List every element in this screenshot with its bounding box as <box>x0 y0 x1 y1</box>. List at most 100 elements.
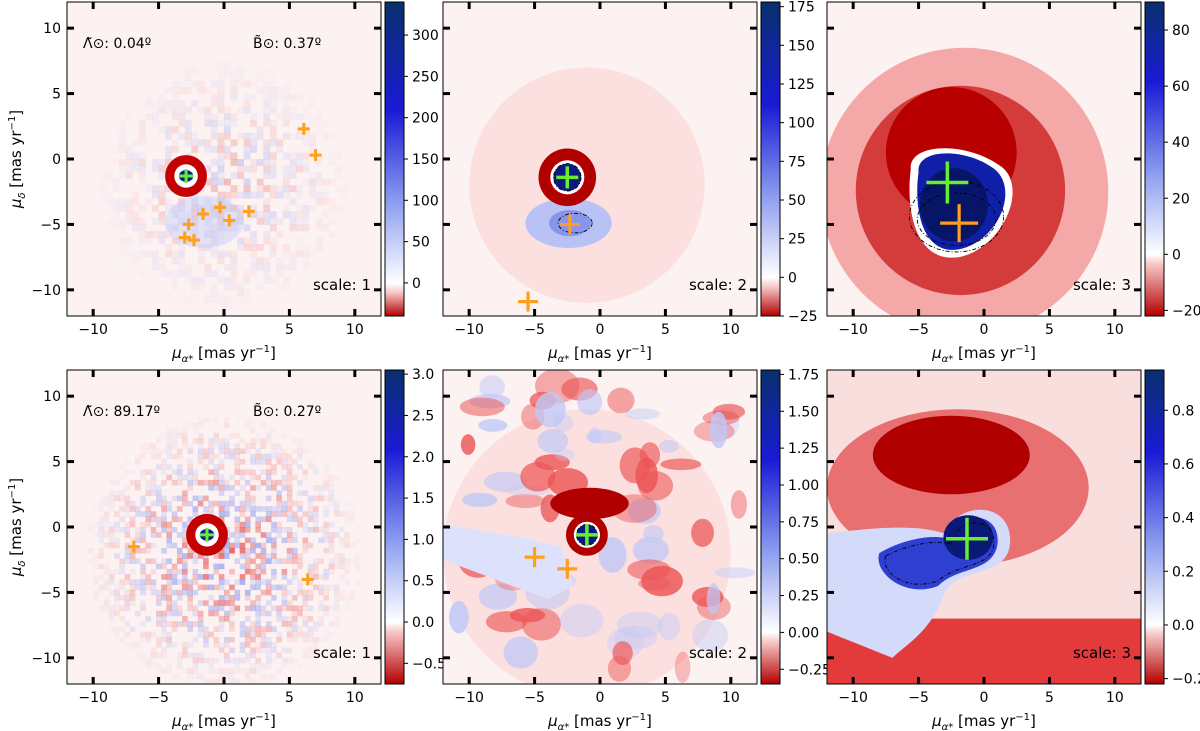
heatmap-cell <box>93 506 99 512</box>
heatmap-cell <box>231 81 238 88</box>
heatmap-cell <box>270 139 277 146</box>
heatmap-cell <box>211 113 218 120</box>
heatmap-cell <box>257 159 264 166</box>
heatmap-cell <box>214 642 220 648</box>
heatmap-cell <box>132 257 139 264</box>
heatmap-cell <box>208 595 214 601</box>
heatmap-cell <box>237 67 244 74</box>
heatmap-cell <box>219 449 225 455</box>
heatmap-cell <box>240 658 246 664</box>
panel-r1c3: −10 −5 0 5 10μα* [mas yr−1]scale: 3−20020406… <box>820 2 1200 365</box>
heatmap-cell <box>125 485 131 491</box>
heatmap-cell <box>187 595 193 601</box>
heatmap-cell <box>119 475 125 481</box>
heatmap-field <box>443 2 757 316</box>
heatmap-cell <box>224 126 231 133</box>
heatmap-cell <box>203 574 209 580</box>
heatmap-cell <box>276 113 283 120</box>
x-tick-label: 0 <box>220 690 229 706</box>
heatmap-cell <box>161 621 167 627</box>
heatmap-cell <box>297 663 303 669</box>
heatmap-cell <box>355 538 361 544</box>
heatmap-cell <box>203 564 209 570</box>
x-tick-label: −10 <box>78 322 108 338</box>
heatmap-cell <box>166 600 172 606</box>
heatmap-cell <box>344 600 350 606</box>
heatmap-blob <box>460 398 505 417</box>
heatmap-cell <box>276 506 282 512</box>
heatmap-cell <box>182 422 188 428</box>
heatmap-cell <box>303 595 309 601</box>
colorbar-tick-label: 0.0 <box>412 615 434 631</box>
heatmap-cell <box>182 569 188 575</box>
heatmap-cell <box>165 133 172 140</box>
heatmap-cell <box>250 485 256 491</box>
heatmap-cell <box>214 606 220 612</box>
heatmap-cell <box>245 449 251 455</box>
heatmap-cell <box>283 113 290 120</box>
heatmap-cell <box>198 139 205 146</box>
heatmap-cell <box>282 606 288 612</box>
heatmap-cell <box>235 459 241 465</box>
heatmap-cell <box>140 585 146 591</box>
heatmap-cell <box>146 490 152 496</box>
heatmap-cell <box>177 532 183 538</box>
heatmap-cell <box>244 100 251 107</box>
heatmap-blob <box>462 493 497 507</box>
colorbar-tick-label: 50 <box>788 193 806 209</box>
heatmap-cell <box>270 244 277 251</box>
heatmap-cell <box>161 501 167 507</box>
heatmap-cell <box>204 113 211 120</box>
heatmap-cell <box>229 600 235 606</box>
heatmap-cell <box>165 270 172 277</box>
heatmap-cell <box>257 133 264 140</box>
heatmap-cell <box>261 459 267 465</box>
heatmap-cell <box>266 480 272 486</box>
heatmap-cell <box>263 211 270 218</box>
heatmap-cell <box>266 538 272 544</box>
heatmap-cell <box>276 270 283 277</box>
heatmap-cell <box>193 480 199 486</box>
heatmap-cell <box>114 511 120 517</box>
heatmap-cell <box>193 438 199 444</box>
heatmap-cell <box>231 94 238 101</box>
heatmap-cell <box>350 543 356 549</box>
heatmap-cell <box>257 283 264 290</box>
heatmap-cell <box>287 501 293 507</box>
heatmap-cell <box>219 585 225 591</box>
y-tick-label: 5 <box>52 87 61 103</box>
heatmap-cell <box>106 146 113 153</box>
heatmap-cell <box>245 422 251 428</box>
positive-core <box>920 168 988 241</box>
heatmap-cell <box>166 532 172 538</box>
heatmap-cell <box>178 264 185 271</box>
heatmap-cell <box>283 179 290 186</box>
heatmap-cell <box>292 517 298 523</box>
heatmap-cell <box>177 553 183 559</box>
heatmap-cell <box>140 590 146 596</box>
heatmap-cell <box>283 94 290 101</box>
y-tick-label: −5 <box>40 585 61 601</box>
heatmap-blob <box>607 388 634 414</box>
y-tick-label: 0 <box>52 152 61 168</box>
heatmap-cell <box>287 527 293 533</box>
heatmap-cell <box>125 600 131 606</box>
heatmap-cell <box>283 172 290 179</box>
heatmap-cell <box>114 585 120 591</box>
heatmap-cell <box>152 257 159 264</box>
heatmap-cell <box>161 464 167 470</box>
heatmap-cell <box>140 538 146 544</box>
heatmap-cell <box>224 485 230 491</box>
heatmap-cell <box>244 277 251 284</box>
heatmap-cell <box>178 244 185 251</box>
y-tick-label: 5 <box>52 455 61 471</box>
heatmap-cell <box>276 454 282 460</box>
heatmap-cell <box>146 574 152 580</box>
heatmap-cell <box>303 224 310 231</box>
heatmap-cell <box>245 653 251 659</box>
heatmap-cell <box>156 595 162 601</box>
heatmap-cell <box>313 454 319 460</box>
heatmap-cell <box>204 270 211 277</box>
heatmap-cell <box>244 81 251 88</box>
heatmap-cell <box>229 626 235 632</box>
